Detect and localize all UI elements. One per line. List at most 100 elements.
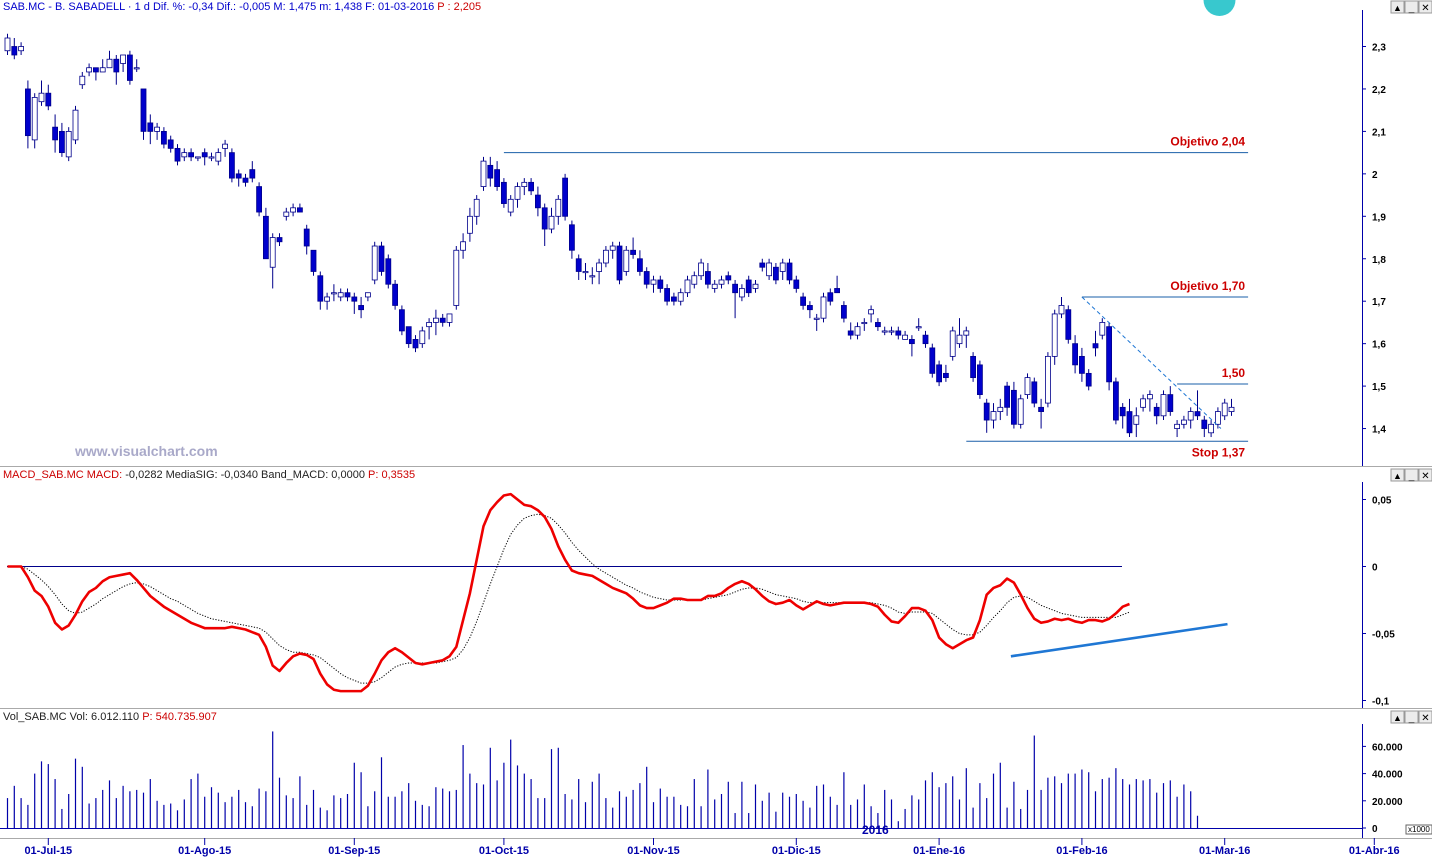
candle-bullish [1228, 406, 1235, 412]
level-label: Stop 1,37 [1192, 445, 1246, 459]
y-tick-label: 20.000 [1372, 797, 1403, 808]
candle-bearish [841, 305, 847, 319]
candle-bearish [909, 339, 915, 345]
candle-bullish [208, 156, 215, 159]
candle-bullish [548, 215, 555, 230]
candle-bullish [589, 275, 596, 278]
candle-bearish [487, 164, 494, 179]
candle-bearish [929, 347, 936, 374]
candle-bullish [106, 58, 113, 69]
candle-bearish [827, 292, 834, 302]
year-marker: 2016 [862, 823, 889, 837]
candle-bullish [507, 198, 514, 213]
y-tick-label: 2,1 [1372, 127, 1386, 138]
x-tick-label: 01-Abr-16 [1349, 845, 1400, 857]
x-tick-label: 01-Oct-15 [479, 845, 529, 857]
candle-bearish [977, 364, 983, 395]
candle-bullish [1221, 402, 1228, 417]
candle-bullish [337, 292, 344, 298]
candle-bearish [793, 279, 800, 289]
candle-bullish [371, 245, 378, 281]
candle-bearish [392, 283, 399, 306]
y-tick-label: 40.000 [1372, 770, 1403, 781]
candle-bearish [11, 46, 18, 56]
candle-bearish [630, 249, 636, 255]
price-pane-buttons[interactable]: ▲ _ ✕ [1390, 0, 1432, 14]
candle-bullish [997, 406, 1004, 412]
scroll-up-icon[interactable]: ▲ [1393, 3, 1402, 13]
x-tick-label: 01-Dic-15 [772, 845, 821, 857]
y-tick-label: -0,1 [1372, 697, 1390, 708]
candle-bullish [990, 411, 997, 421]
minimize-icon[interactable]: _ [1408, 471, 1415, 482]
candle-bullish [222, 143, 229, 149]
candle-bullish [1051, 313, 1058, 357]
candle-bearish [351, 296, 358, 302]
candle-bearish [643, 271, 650, 285]
y-tick-label: -0,05 [1372, 630, 1395, 641]
scroll-up-icon[interactable]: ▲ [1393, 713, 1402, 723]
close-icon[interactable]: ✕ [1421, 713, 1429, 724]
candle-bearish [922, 334, 929, 345]
candle-bullish [283, 211, 290, 217]
candle-bullish [718, 279, 725, 285]
candle-bullish [330, 292, 337, 295]
macd-pane-buttons[interactable]: ▲ _ ✕ [1390, 468, 1432, 482]
y-tick-label: 2,3 [1372, 43, 1386, 54]
x-tick-label: 01-Jul-15 [24, 845, 72, 857]
candle-bullish [31, 97, 38, 141]
scroll-up-icon[interactable]: ▲ [1393, 471, 1402, 481]
candle-bearish [249, 169, 256, 179]
candle-bearish [1004, 385, 1010, 408]
candle-bullish [1208, 423, 1214, 434]
candle-bearish [93, 67, 99, 73]
candle-bullish [596, 262, 602, 272]
candle-bearish [834, 288, 840, 294]
header-segment: P : 2,205 [434, 1, 481, 13]
header-segment: SAB.MC - B. SABADELL · 1 d Dif. %: -0,34… [3, 1, 434, 13]
candle-bullish [868, 309, 874, 315]
highlight-circle [1203, 0, 1236, 16]
candle-bearish [310, 249, 317, 272]
candle-bearish [228, 152, 235, 179]
candle-bearish [575, 258, 582, 272]
candle-bearish [1065, 309, 1072, 340]
candle-bullish [820, 296, 827, 319]
candle-bearish [875, 322, 881, 328]
candle-bullish [86, 67, 92, 73]
minimize-icon[interactable]: _ [1408, 3, 1415, 14]
candle-bullish [752, 283, 759, 289]
close-icon[interactable]: ✕ [1421, 3, 1429, 14]
candle-bullish [854, 326, 861, 336]
candle-bullish [1099, 322, 1106, 336]
dashed-trendline [1081, 296, 1222, 429]
candle-bullish [555, 198, 562, 217]
candle-bearish [637, 258, 643, 272]
candle-bearish [1031, 381, 1038, 404]
candle-bullish [419, 330, 426, 345]
x-tick-label: 01-Nov-15 [627, 845, 680, 857]
header-segment: -0,0282 MediaSIG: -0,0340 Band_MACD: 0,0… [125, 469, 368, 481]
minimize-icon[interactable]: _ [1408, 713, 1415, 724]
y-tick-label: 0,05 [1372, 496, 1392, 507]
candle-bullish [888, 330, 895, 333]
close-icon[interactable]: ✕ [1421, 471, 1429, 482]
candle-bullish [603, 249, 609, 264]
candle-bearish [1201, 419, 1208, 429]
candle-bullish [38, 92, 45, 103]
candle-bearish [732, 283, 738, 294]
candle-bearish [1126, 411, 1133, 434]
axes: 2,3 2,2 2,1 2 1,9 1,8 1,7 1,6 1,5 1,4 0,05 0 -0,05 -0… [24, 43, 1403, 857]
candle-bullish [650, 279, 657, 285]
candle-bullish [949, 330, 956, 357]
candle-bearish [235, 173, 242, 179]
candle-bearish [725, 275, 732, 281]
volume-pane-buttons[interactable]: ▲ _ ✕ [1390, 710, 1432, 724]
y-tick-label: 1,9 [1372, 212, 1386, 223]
candle-bearish [398, 309, 405, 332]
candle-bullish [120, 54, 126, 64]
y-tick-label: 1,7 [1372, 297, 1386, 308]
candle-bearish [59, 130, 65, 154]
candle-bullish [460, 241, 467, 251]
volume-chart [6, 731, 1199, 828]
